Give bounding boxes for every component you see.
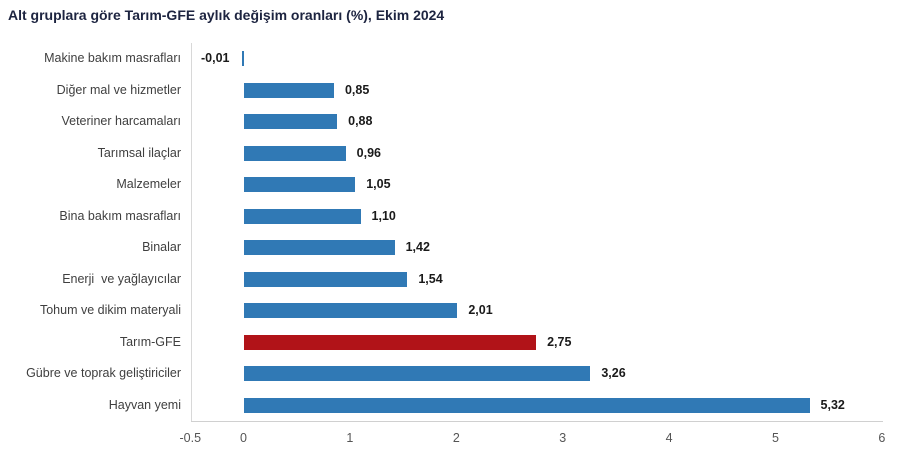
value-label: 1,05 [366,177,391,192]
category-label: Tarımsal ilaçlar [97,145,181,160]
value-label: 2,01 [468,303,493,318]
value-label: 2,75 [547,334,572,349]
value-label: 1,42 [405,240,430,255]
bar[interactable] [243,145,346,161]
bar[interactable] [243,208,361,224]
bar[interactable] [243,271,408,287]
value-label: -0,01 [201,51,230,66]
bar[interactable] [241,51,244,67]
value-label: 0,96 [356,145,381,160]
chart-title: Alt gruplara göre Tarım-GFE aylık değişi… [8,7,445,23]
x-tick-label: 0 [240,431,247,445]
y-axis-line [191,43,192,422]
x-tick-label: 4 [665,431,673,445]
bar[interactable] [243,82,334,98]
x-tick-label: 2 [452,431,460,445]
category-label: Malzemeler [116,177,181,192]
x-tick-label: -0.5 [179,431,202,445]
x-tick-label: 6 [878,431,886,445]
value-label: 3,26 [601,366,626,381]
value-label: 5,32 [820,397,845,412]
x-tick-label: 1 [346,431,354,445]
category-label: Veteriner harcamaları [61,114,181,129]
bar[interactable] [243,177,356,193]
category-label: Tohum ve dikim materyali [39,303,181,318]
value-label: 1,10 [371,208,396,223]
category-label: Hayvan yemi [108,397,181,412]
value-label: 1,54 [418,271,443,286]
category-label: Enerji ve yağlayıcılar [62,271,181,286]
category-label: Binalar [142,240,181,255]
bar[interactable] [243,366,591,382]
category-label: Makine bakım masrafları [44,51,181,66]
value-label: 0,88 [348,114,373,129]
category-label: Tarım-GFE [119,334,181,349]
category-label: Gübre ve toprak geliştiriciler [26,366,181,381]
x-tick-label: 5 [772,431,779,445]
value-label: 0,85 [344,82,370,97]
bar[interactable] [243,303,458,319]
bar[interactable] [243,397,810,413]
bar-highlight[interactable] [243,334,537,350]
x-tick-label: 3 [559,431,567,445]
category-label: Diğer mal ve hizmetler [56,82,181,97]
bar[interactable] [243,240,395,256]
bar[interactable] [243,114,338,130]
category-label: Bina bakım masrafları [59,208,181,223]
x-axis-line [191,421,883,422]
